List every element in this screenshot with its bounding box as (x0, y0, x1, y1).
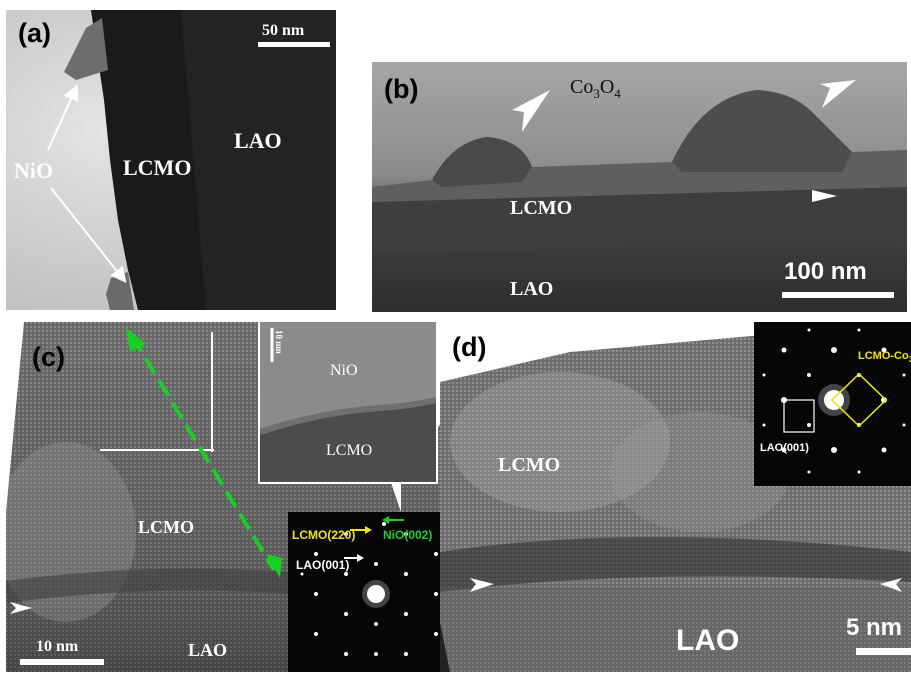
panel-b-sample (372, 62, 907, 312)
panel-b-co3o4-sub3: 3 (593, 86, 600, 101)
panel-d-label-lao: LAO (676, 624, 740, 657)
panel-a-scale-label: 50 nm (262, 22, 305, 39)
panel-d-label-lcmo: LCMO (498, 454, 561, 476)
panel-c: (c) LCMO LAO 10 nm 10 nm NiO LCMO (6, 322, 458, 672)
panel-d-scale-label: 5 nm (846, 614, 903, 641)
panel-d: (d) LCMO LAO 5 nm LCMO-Co3O (440, 322, 911, 672)
panel-a-scalebar (258, 42, 330, 47)
panel-c-saed-lao: LAO(001) (296, 558, 350, 572)
panel-d-saed-pattern (762, 328, 906, 474)
panel-b-letter: (b) (384, 74, 419, 104)
panel-a-sample (64, 10, 336, 310)
panel-a-label-lcmo: LCMO (123, 155, 192, 180)
panel-a: (a) 50 nm NiO LCMO LAO (6, 10, 336, 310)
panel-d-letter: (d) (452, 332, 487, 362)
panel-d-saed-lao: LAO(001) (760, 442, 809, 454)
panel-d-saed-lcmo: LCMO-Co3O4 (858, 350, 911, 364)
panel-b: (b) Co3O4 LCMO LAO 100 nm (372, 62, 907, 312)
panel-b-co3o4-o: O (599, 76, 615, 98)
panel-c-inset-hrtem-lcmo: LCMO (326, 442, 373, 459)
panel-b-scalebar (782, 292, 894, 298)
panel-d-saed-sub3: 3 (908, 355, 911, 365)
panel-c-letter: (c) (32, 342, 65, 372)
panel-c-inset-hrtem-nio: NiO (330, 362, 358, 379)
panel-a-arrows (47, 84, 127, 284)
panel-b-label-lao: LAO (510, 278, 554, 300)
panel-b-arrows (512, 80, 856, 202)
panel-b-label-lcmo: LCMO (510, 197, 573, 219)
panel-d-saed-lcmo-main: LCMO-Co (858, 350, 909, 362)
panel-b-co3o4-co: Co (570, 76, 594, 98)
panel-c-saed-pattern (300, 516, 450, 656)
panel-a-letter: (a) (18, 18, 51, 48)
panel-a-label-lao: LAO (234, 128, 282, 153)
panel-c-saed-lcmo: LCMO(220) (292, 528, 356, 542)
panel-d-inset-saed: LCMO-Co3O4 LAO(001) (754, 322, 911, 486)
panel-c-scale-label: 10 nm (36, 638, 79, 655)
panel-b-scale-label: 100 nm (784, 258, 867, 285)
panel-c-inset-hrtem-scale: 10 nm (274, 330, 284, 354)
panel-c-label-lcmo: LCMO (138, 517, 194, 537)
panel-c-saed-nio: NiO(002) (383, 528, 433, 542)
panel-c-inset-hrtem-image (260, 322, 436, 482)
panel-c-inset-hrtem: 10 nm NiO LCMO (258, 322, 438, 484)
panel-a-label-nio: NiO (14, 158, 54, 183)
panel-b-co3o4-sub4: 4 (614, 86, 621, 101)
panel-c-inset-saed: LCMO(220) NiO(002) LAO(001) (288, 512, 458, 672)
panel-b-label-co3o4: Co3O4 (570, 76, 621, 102)
panel-c-label-lao: LAO (188, 640, 228, 660)
panel-d-scalebar (856, 648, 911, 655)
panel-c-scalebar (20, 659, 104, 665)
